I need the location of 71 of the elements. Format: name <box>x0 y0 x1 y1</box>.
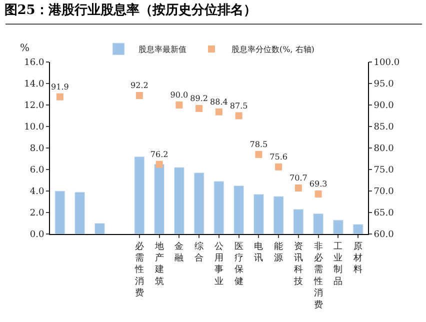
bar <box>194 172 204 234</box>
bar <box>253 194 264 234</box>
x-tick-label: 资讯科技 <box>292 240 303 287</box>
data-label: 69.3 <box>309 180 328 189</box>
y-tick-label: 12.0 <box>24 101 44 112</box>
x-tick-label: 工业制品 <box>334 242 343 287</box>
bar <box>154 164 165 234</box>
y2-tick-label: 65.0 <box>374 208 394 219</box>
point <box>215 108 222 116</box>
x-tick-label: 电讯 <box>254 240 264 264</box>
x-tick-label: 必需性消费 <box>134 240 144 299</box>
data-label: 75.6 <box>270 152 288 162</box>
x-tick-label: 公用事业 <box>214 240 224 287</box>
x-tick-label: 医疗保健 <box>234 240 244 287</box>
y-tick-label: 4.0 <box>30 187 44 198</box>
y-tick-label: 16.0 <box>24 58 44 68</box>
point <box>314 190 322 198</box>
data-label: 76.2 <box>150 150 168 159</box>
point <box>136 92 143 100</box>
y2-tick-label: 90.0 <box>374 101 394 112</box>
data-label: 70.7 <box>290 174 308 183</box>
bar <box>273 196 284 234</box>
legend-label: 股息率分位数(%, 右轴) <box>232 45 314 54</box>
y-tick-label: 2.0 <box>30 208 44 219</box>
point <box>294 184 302 192</box>
point <box>275 163 282 170</box>
data-label: 91.9 <box>51 82 69 92</box>
y-axis-title: % <box>20 43 30 54</box>
x-tick-label: 地产建筑 <box>154 240 164 287</box>
x-tick-label: 综合 <box>194 240 204 264</box>
x-tick-label: 原材料 <box>352 242 363 276</box>
point <box>56 93 64 100</box>
bar <box>94 223 105 234</box>
bar <box>134 156 145 234</box>
data-label: 88.4 <box>210 98 228 107</box>
y2-tick-label: 60.0 <box>374 230 394 240</box>
point <box>176 102 183 108</box>
bar <box>174 167 184 234</box>
x-tick-label: 能源 <box>274 240 284 264</box>
data-label: 87.5 <box>230 101 248 110</box>
data-label: 78.5 <box>250 140 268 150</box>
bar <box>313 213 324 234</box>
point <box>235 112 242 120</box>
y-tick-label: 10.0 <box>24 122 44 133</box>
bar <box>54 190 66 234</box>
y-tick-label: 8.0 <box>30 144 44 154</box>
bar <box>234 185 244 234</box>
y2-tick-label: 95.0 <box>374 80 394 90</box>
chart-title: 图25：港股行业股息率（按历史分位排名） <box>4 2 256 18</box>
point <box>196 104 203 112</box>
y2-tick-label: 75.0 <box>374 166 394 176</box>
y-tick-label: 6.0 <box>30 166 44 176</box>
bar <box>352 224 364 234</box>
y-tick-label: 0.0 <box>30 230 44 240</box>
y2-tick-label: 100.0 <box>374 58 400 68</box>
bar <box>74 192 86 234</box>
point <box>156 160 163 168</box>
legend-label: 股息率最新值 <box>138 45 186 54</box>
y-tick-label: 14.0 <box>24 80 44 90</box>
bar <box>293 209 304 234</box>
bar <box>332 220 344 234</box>
y2-tick-label: 85.0 <box>374 122 394 133</box>
x-tick-label: 非必需性消费 <box>312 240 323 310</box>
data-label: 90.0 <box>170 90 188 100</box>
y2-tick-label: 80.0 <box>374 144 394 154</box>
y2-tick-label: 70.0 <box>374 187 394 198</box>
bar <box>214 181 224 234</box>
data-label: 92.2 <box>130 81 148 90</box>
point <box>255 150 262 158</box>
data-label: 89.2 <box>190 94 208 104</box>
x-tick-label: 金融 <box>174 240 184 264</box>
